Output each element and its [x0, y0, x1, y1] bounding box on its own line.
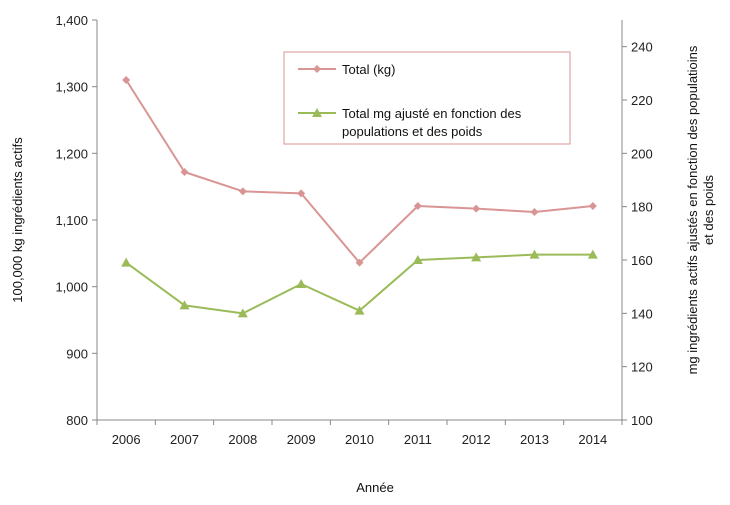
- data-point-1: [355, 258, 364, 267]
- right-tick-label: 240: [631, 40, 653, 55]
- x-tick-label: 2010: [345, 432, 374, 447]
- data-point-1: [530, 208, 539, 216]
- x-tick-label: 2006: [112, 432, 141, 447]
- right-axis-title-line-1: mg ingrédients actifs ajustés en fonctio…: [685, 45, 700, 374]
- data-point-1: [180, 168, 189, 176]
- legend-item-total-mg: Total mg ajusté en fonction des populati…: [298, 106, 522, 139]
- right-axis-ticks: 100 120 140 160 180 200 220 240: [622, 40, 653, 428]
- left-tick-label: 1,200: [55, 146, 88, 161]
- data-point-2: [237, 308, 248, 318]
- left-tick-label: 1,400: [55, 13, 88, 28]
- legend-label-2-line-1: Total mg ajusté en fonction des: [342, 106, 522, 121]
- x-tick-label: 2012: [462, 432, 491, 447]
- data-point-1: [122, 76, 131, 84]
- x-tick-label: 2011: [404, 432, 432, 447]
- left-tick-label: 1,300: [55, 80, 88, 95]
- right-tick-label: 140: [631, 306, 653, 321]
- left-axis-title: 100,000 kg ingrédients actifs: [10, 137, 25, 303]
- x-axis-ticks: 2006 2007 2008 2009 2010 2011 2012 2013 2014: [96, 420, 623, 447]
- left-tick-label: 800: [66, 413, 88, 428]
- left-axis-ticks: 800 900 1,000 1,100 1,200 1,300 1,400: [55, 13, 97, 428]
- data-point-2: [354, 305, 365, 315]
- data-point-1: [472, 204, 481, 213]
- x-tick-label: 2014: [578, 432, 607, 447]
- legend-label-2-line-2: populations et des poids: [342, 124, 483, 139]
- right-axis-title: mg ingrédients actifs ajustés en fonctio…: [685, 45, 716, 374]
- series-layer: [121, 76, 598, 318]
- legend-box: [283, 51, 571, 145]
- right-tick-label: 200: [631, 146, 653, 161]
- legend: Total (kg) Total mg ajusté en fonction d…: [283, 51, 571, 145]
- right-tick-label: 120: [631, 360, 653, 375]
- data-point-2: [471, 252, 482, 262]
- legend-swatch-marker-1: [313, 65, 321, 73]
- data-point-2: [121, 257, 132, 267]
- x-axis-title: Année: [356, 480, 394, 495]
- x-tick-label: 2007: [170, 432, 199, 447]
- data-point-2: [412, 255, 423, 264]
- data-point-2: [529, 249, 540, 259]
- left-tick-label: 1,100: [55, 213, 88, 228]
- data-point-2: [179, 300, 190, 310]
- right-tick-label: 160: [631, 253, 653, 268]
- legend-swatch-marker-2: [312, 108, 322, 117]
- right-axis-title-line-2: et des poids: [701, 174, 716, 245]
- data-point-1: [588, 202, 597, 210]
- right-tick-label: 180: [631, 200, 653, 215]
- left-tick-label: 1,000: [55, 280, 88, 295]
- legend-label-1: Total (kg): [342, 62, 395, 77]
- data-point-1: [238, 187, 247, 196]
- data-point-2: [587, 249, 598, 259]
- right-tick-label: 220: [631, 93, 653, 108]
- data-point-1: [413, 202, 422, 210]
- left-tick-label: 900: [66, 346, 88, 361]
- x-tick-label: 2009: [287, 432, 316, 447]
- legend-item-total-kg: Total (kg): [298, 62, 395, 77]
- data-point-1: [297, 189, 306, 198]
- right-tick-label: 100: [631, 413, 653, 428]
- x-tick-label: 2013: [520, 432, 549, 447]
- x-tick-label: 2008: [228, 432, 257, 447]
- data-point-2: [296, 279, 307, 288]
